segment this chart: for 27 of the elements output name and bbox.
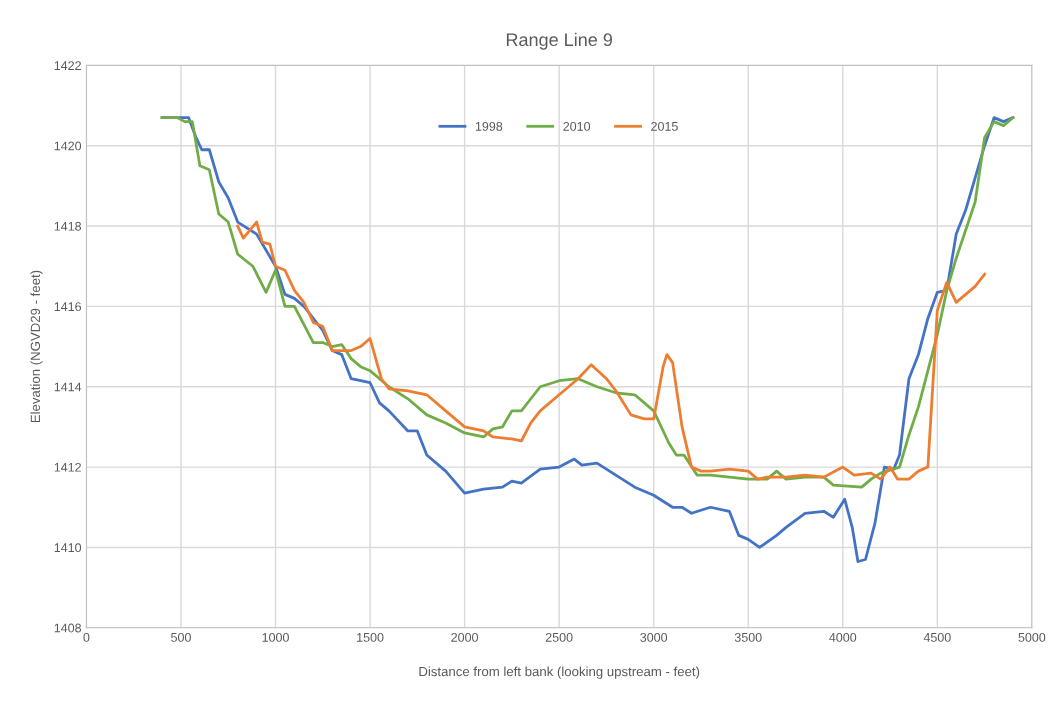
line-series	[236, 220, 986, 481]
x-axis-title: Distance from left bank (looking upstream - feet)	[419, 666, 700, 679]
y-axis-title: Elevation (NGVD29 - feet)	[30, 270, 43, 423]
line-series	[160, 116, 1015, 489]
x-tick-label: 0	[83, 632, 90, 642]
y-tick-label: 1414	[54, 382, 82, 392]
x-tick-label: 2500	[545, 632, 573, 642]
x-tick-label: 4500	[923, 632, 951, 642]
x-tick-label: 2000	[451, 632, 479, 642]
x-tick-label: 500	[171, 632, 191, 642]
y-tick-label: 1420	[54, 141, 82, 151]
x-tick-label: 1000	[262, 632, 289, 642]
x-tick-label: 5000	[1018, 632, 1046, 642]
y-tick-label: 1408	[54, 623, 82, 633]
y-tick-label: 1416	[54, 302, 82, 312]
y-tick-label: 1422	[54, 61, 81, 70]
x-tick-label: 4000	[829, 632, 857, 642]
x-tick-label: 3000	[640, 632, 668, 642]
chart-title: Range Line 9	[506, 32, 612, 50]
x-tick-label: 1500	[357, 632, 384, 642]
legend-label: 1998	[475, 121, 503, 131]
y-tick-label: 1410	[54, 543, 82, 553]
legend-label: 2015	[651, 121, 678, 131]
y-tick-label: 1418	[54, 221, 82, 231]
y-tick-label: 1412	[54, 462, 81, 472]
legend-label: 2010	[563, 121, 591, 131]
x-tick-label: 3500	[734, 632, 762, 642]
